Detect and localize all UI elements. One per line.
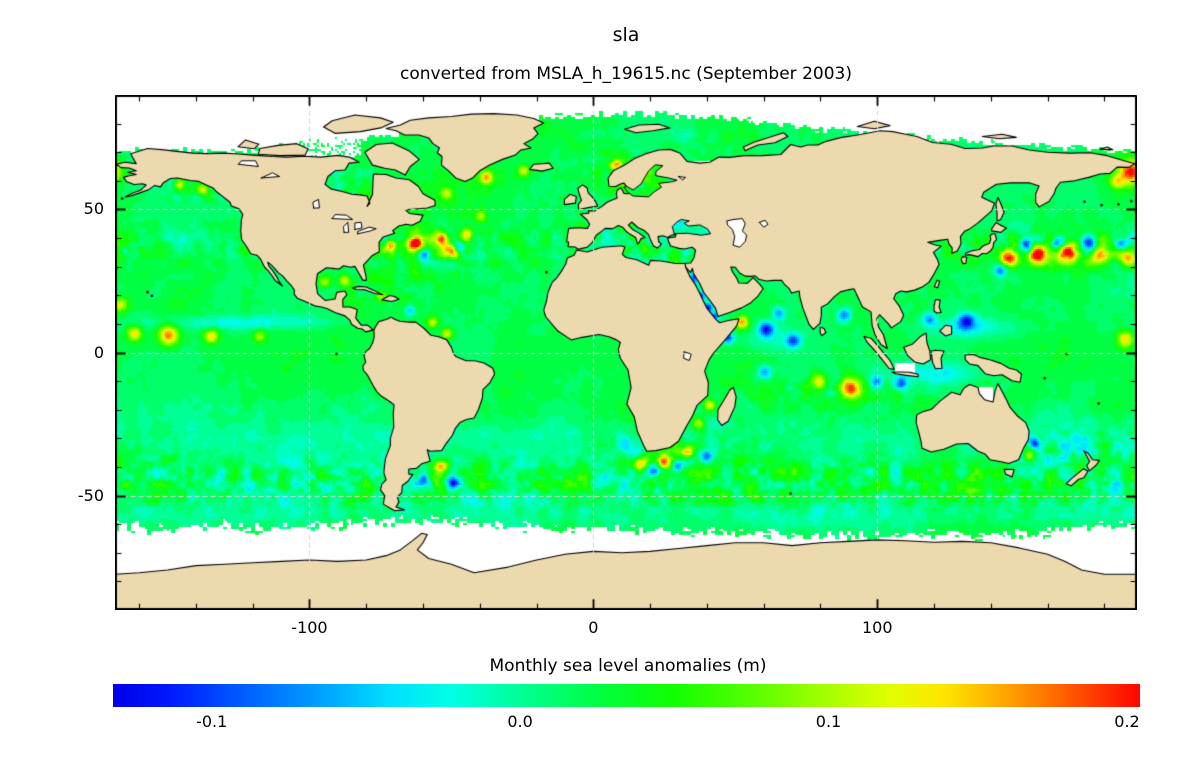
colorbar-title: Monthly sea level anomalies (m) (489, 656, 767, 676)
colorbar-tick-label: 0.0 (507, 712, 533, 731)
colorbar-gradient (113, 684, 1140, 707)
world-sla-map-canvas (115, 95, 1137, 610)
chart-subtitle: converted from MSLA_h_19615.nc (Septembe… (400, 64, 852, 84)
y-tick-label: 50 (83, 199, 104, 219)
colorbar-tick-label: 0.2 (1114, 712, 1140, 731)
x-tick-label: -100 (291, 618, 328, 637)
chart-title: sla (612, 24, 640, 46)
x-tick-label: 0 (588, 618, 599, 637)
x-tick-label: 100 (861, 618, 893, 637)
colorbar-tick-label: 0.1 (815, 712, 842, 731)
y-tick-label: 0 (93, 342, 104, 362)
colorbar-tick-label: -0.1 (196, 712, 228, 731)
y-tick-label: -50 (77, 485, 104, 505)
